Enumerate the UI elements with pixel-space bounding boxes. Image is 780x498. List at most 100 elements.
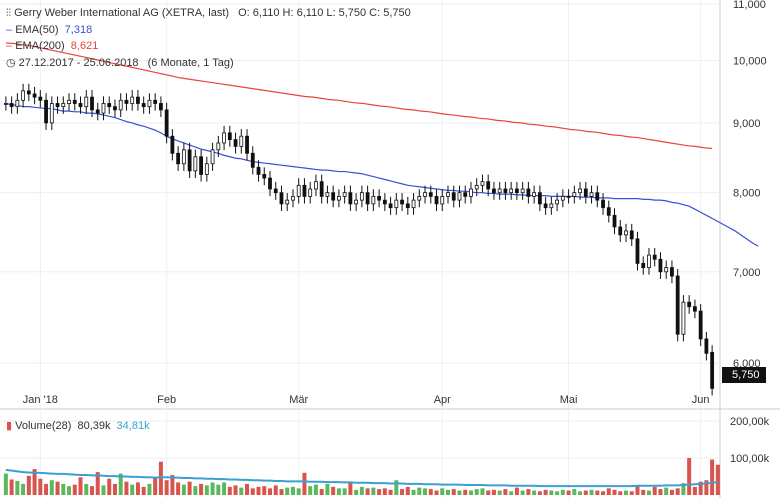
candle-body [273,188,278,194]
volume-bar [463,489,468,495]
volume-icon: ▮ [6,420,13,432]
price-tick-label: 9,000 [733,118,761,130]
candle-body [204,163,209,175]
candle-body [526,188,531,197]
volume-bar [313,484,318,495]
candle-body [400,199,404,205]
volume-bar [423,488,428,495]
volume-bar [560,489,565,495]
month-tick-label: Feb [157,394,176,406]
volume-bar [486,490,491,495]
volume-bar [222,482,227,495]
candle-body [423,192,427,197]
volume-bar [710,459,715,495]
volume-bar [72,484,77,495]
candle-body [480,181,485,186]
candle-body [245,135,249,154]
volume-bar [250,488,255,495]
volume-bar [669,489,674,495]
price-tick-label: 10,000 [733,55,767,67]
volume-bar [681,483,686,495]
ema50-legend[interactable]: – EMA(50) 7,318 [6,24,93,36]
candle-body [388,203,393,209]
volume-bar [514,487,519,495]
candle-body [239,135,244,147]
candle-body [136,96,140,104]
ema50-path [5,102,759,247]
candle-body [503,188,508,194]
volume-ma-line [5,468,718,488]
candle-body [262,174,267,179]
candle-body [687,301,692,308]
candle-body [55,103,60,108]
volume-bar [331,486,336,495]
candle-body [371,195,376,205]
volume-bar [474,489,479,495]
candle-body [250,152,255,168]
candle-body [9,103,14,108]
price-tick-label: 7,000 [733,267,761,279]
candle-body [583,188,588,197]
candle-body [101,103,106,114]
candle-body [72,99,77,104]
ema50-value: 7,318 [64,24,93,36]
volume-bar [268,488,272,495]
candle-body [417,195,422,201]
volume-bar [49,480,54,495]
candle-body [428,192,433,197]
chart-header: ⫶⫶ Gerry Weber International AG (XETRA, … [6,7,411,19]
volume-bar [342,488,347,495]
volume-bar [715,464,720,495]
candle-body [601,199,605,209]
candle-body [84,96,89,108]
candle-body [532,192,537,197]
volume-bar [15,480,20,495]
volume-bar [170,475,175,495]
chart-type-icon[interactable]: ⫶⫶ [6,8,11,19]
candle-body [469,188,473,197]
month-tick-label: Mai [560,394,578,406]
volume-bar [141,486,146,495]
volume-bar [698,481,703,495]
candle-body [233,139,238,147]
volume-bar [583,490,588,495]
candle-body [434,195,439,205]
candle-body [291,195,295,201]
candle-body [147,99,152,108]
candle-body [279,192,284,205]
volume-bar [308,486,313,495]
candle-body [302,184,307,197]
candle-body [382,199,387,205]
candle-body [606,207,611,216]
candle-body [520,188,525,194]
candle-body [710,351,715,389]
candle-body [440,195,445,205]
candle-body [693,306,697,312]
candle-body [26,90,31,95]
volume-bar [135,482,140,495]
volume-bar [124,481,129,495]
volume-ma-value: 34,81k [116,420,150,432]
candle-body [95,109,100,114]
candle-body [463,192,468,197]
volume-bar [359,486,364,495]
volume-bar [440,488,445,495]
volume-bar [61,483,66,495]
volume-bar [348,481,353,495]
volume-bar [491,489,496,495]
volume-label: Volume(28) [15,420,72,432]
volume-bar [589,489,594,495]
volume-bar [9,479,14,495]
candle-body [159,103,163,111]
ema200-legend[interactable]: – EMA(200) 8,621 [6,40,99,52]
ema50-label: EMA(50) [15,24,59,36]
volume-bar [497,490,502,495]
candle-body [222,132,226,144]
volume-legend[interactable]: ▮ Volume(28) 80,39k 34,81k [6,419,150,432]
volume-bar [216,484,221,495]
volume-bar [290,486,295,495]
candle-body [589,192,594,197]
volume-bar [629,491,634,495]
